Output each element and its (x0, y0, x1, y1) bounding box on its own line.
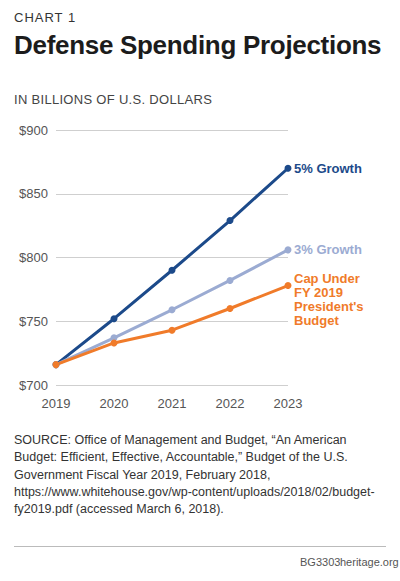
html-text:SOURCE: Office of Management a: SOURCE: Office of Management and Budget,… (14, 433, 375, 516)
svg-text:$700: $700 (19, 378, 48, 393)
svg-text:Budget: Budget (294, 313, 339, 328)
svg-text:$900: $900 (19, 123, 48, 138)
svg-text:Cap Under: Cap Under (294, 271, 363, 286)
svg-text:$850: $850 (19, 186, 48, 201)
svg-text:$800: $800 (19, 250, 48, 265)
svg-text:2019: 2019 (42, 396, 71, 411)
svg-text:2020: 2020 (100, 396, 129, 411)
html-text:Defense Spending Projections: Defense Spending Projections (14, 30, 382, 60)
svg-text:President's: President's (294, 299, 367, 314)
svg-text:$750: $750 (19, 314, 48, 329)
svg-text:2022: 2022 (216, 396, 245, 411)
html-text:IN BILLIONS OF U.S. DOLLARS: IN BILLIONS OF U.S. DOLLARS (14, 92, 213, 107)
svg-text:2023: 2023 (274, 396, 303, 411)
svg-text:2021: 2021 (158, 396, 187, 411)
html-text:CHART 1: CHART 1 (14, 10, 77, 25)
html-text:BG3303 heritage.org: BG3303 heritage.org (300, 556, 399, 568)
svg-text:3% Growth: 3% Growth (294, 242, 362, 257)
svg-text:5% Growth: 5% Growth (294, 161, 362, 176)
svg-text:FY 2019: FY 2019 (294, 285, 347, 300)
